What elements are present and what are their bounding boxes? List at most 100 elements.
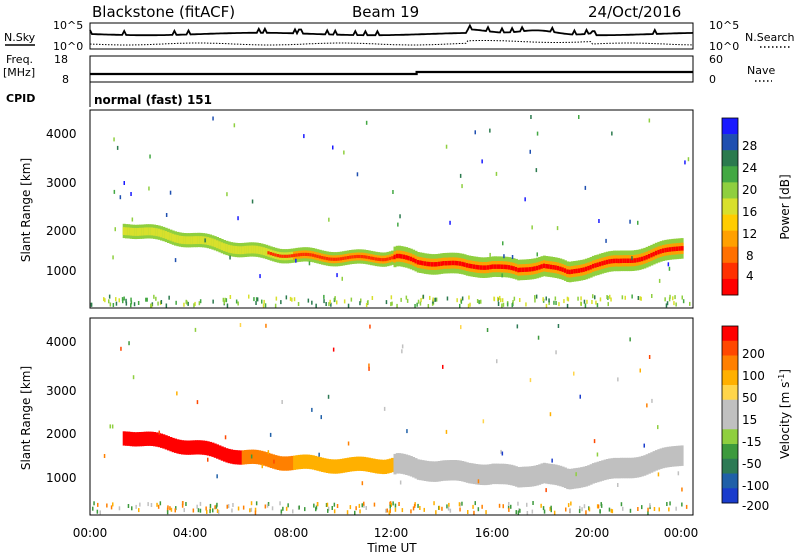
scatter-cell xyxy=(385,508,387,513)
speck-cell xyxy=(251,199,254,204)
echo-cell xyxy=(622,457,626,479)
echo-cell xyxy=(314,254,318,258)
echo-cell xyxy=(633,457,637,478)
colorbar-cell xyxy=(722,134,738,151)
vel-cbar-tick-15: 15 xyxy=(742,413,757,427)
echo-cell xyxy=(176,439,180,454)
echo-cell xyxy=(304,252,308,256)
scatter-cell xyxy=(266,503,269,508)
scatter-cell xyxy=(525,302,527,307)
echo-cell xyxy=(512,266,516,271)
echo-cell xyxy=(125,431,128,446)
echo-cell xyxy=(367,256,371,260)
speck-cell xyxy=(687,157,690,162)
echo-cell xyxy=(489,464,493,485)
vel-cbar-label-sup: -1 xyxy=(777,374,786,382)
echo-cell xyxy=(258,246,262,255)
scatter-cell xyxy=(216,509,219,513)
echo-cell xyxy=(419,260,423,265)
echo-cell xyxy=(407,255,411,261)
scatter-cell xyxy=(197,508,200,513)
scatter-cell xyxy=(511,303,513,308)
echo-cell xyxy=(440,460,444,482)
scatter-cell xyxy=(592,294,594,299)
scatter-cell xyxy=(138,508,140,513)
echo-cell xyxy=(183,236,187,245)
echo-cell xyxy=(227,448,231,464)
echo-cell xyxy=(526,466,530,487)
echo-cell xyxy=(384,459,388,474)
echo-cell xyxy=(479,464,483,485)
echo-cell xyxy=(456,460,460,481)
echo-cell xyxy=(167,436,170,451)
echo-cell xyxy=(622,258,626,263)
echo-cell xyxy=(463,461,467,483)
echo-cell xyxy=(363,255,367,259)
scatter-cell xyxy=(334,296,336,301)
echo-cell xyxy=(360,456,364,471)
echo-cell xyxy=(519,466,523,488)
scatter-cell xyxy=(315,507,317,512)
scatter-cell xyxy=(550,505,552,510)
scatter-cell xyxy=(414,304,416,308)
echo-cell xyxy=(608,458,612,479)
echo-cell xyxy=(227,244,231,253)
scatter-cell xyxy=(499,298,502,303)
scatter-cell xyxy=(289,296,292,301)
speck-cell xyxy=(442,364,444,369)
echo-cell xyxy=(349,255,353,259)
echo-cell xyxy=(288,254,292,258)
echo-cell xyxy=(356,254,360,259)
scatter-cell xyxy=(331,506,333,510)
echo-cell xyxy=(125,227,128,236)
colorbar-cell xyxy=(722,326,738,342)
echo-cell xyxy=(286,254,290,258)
scatter-cell xyxy=(468,295,470,300)
echo-cell xyxy=(449,460,453,481)
echo-cell xyxy=(435,461,439,482)
scatter-cell xyxy=(566,303,569,308)
echo-cell xyxy=(475,264,479,270)
echo-cell xyxy=(251,245,255,254)
scatter-cell xyxy=(343,299,346,304)
scatter-cell xyxy=(160,300,163,304)
echo-cell xyxy=(573,468,577,489)
scatter-cell xyxy=(548,298,550,303)
echo-cell xyxy=(155,432,159,447)
echo-cell xyxy=(547,264,551,269)
vel-cbar-tick-m50: -50 xyxy=(742,457,762,471)
speck-cell xyxy=(617,483,619,487)
scatter-cell xyxy=(287,503,289,508)
speck-cell xyxy=(482,419,485,424)
echo-cell xyxy=(521,466,525,488)
speck-cell xyxy=(643,443,645,448)
scatter-cell xyxy=(167,505,169,510)
echo-cell xyxy=(167,231,170,240)
colorbar-cell xyxy=(722,429,738,445)
colorbar-cell xyxy=(722,262,738,280)
scatter-cell xyxy=(651,294,653,298)
echo-cell xyxy=(636,457,640,478)
scatter-cell xyxy=(130,297,132,302)
colorbar-cell xyxy=(722,214,738,231)
speck-cell xyxy=(501,451,504,456)
echo-cell xyxy=(206,441,210,456)
speck-cell xyxy=(392,190,394,194)
echo-cell xyxy=(309,454,313,470)
scatter-cell xyxy=(423,507,425,512)
speck-cell xyxy=(174,258,177,263)
echo-cell xyxy=(365,457,369,472)
speck-cell xyxy=(489,252,491,257)
echo-cell xyxy=(587,265,591,271)
scatter-cell xyxy=(112,502,114,507)
colorbar-cell xyxy=(722,230,738,248)
echo-cell xyxy=(286,456,290,471)
speck-cell xyxy=(677,471,680,476)
echo-cell xyxy=(395,253,399,259)
speck-cell xyxy=(207,457,209,462)
scatter-cell xyxy=(580,296,582,301)
echo-cell xyxy=(631,457,635,479)
scatter-cell xyxy=(674,295,676,300)
beam-title: Beam 19 xyxy=(352,3,419,21)
echo-cell xyxy=(680,445,684,466)
